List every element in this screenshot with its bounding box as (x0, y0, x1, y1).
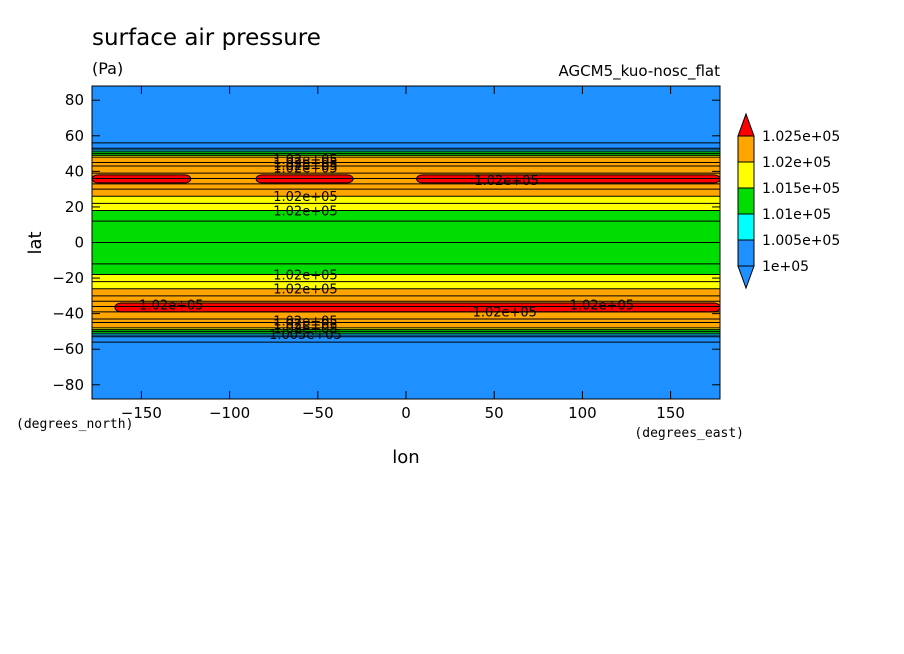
pressure-band (92, 329, 720, 332)
contour-label: 1.02e+05 (273, 153, 337, 168)
chart-title: surface air pressure (92, 25, 321, 51)
pressure-band (92, 295, 720, 302)
y-axis-label: lat (25, 231, 46, 254)
contour-label: 1.02e+05 (273, 268, 337, 283)
legend-swatch (737, 239, 755, 267)
contour-label: 1.02e+05 (273, 156, 337, 171)
contour-label: 1.005e+05 (269, 328, 342, 343)
x-tick-label: −100 (209, 404, 250, 422)
pressure-band (92, 336, 720, 343)
pressure-band (92, 183, 720, 190)
y-tick-label: −40 (52, 305, 84, 323)
legend-swatch (737, 135, 755, 163)
x-axis-label: lon (392, 447, 419, 468)
pressure-band (92, 148, 720, 151)
legend-label: 1.015e+05 (762, 181, 840, 197)
pressure-band (92, 150, 720, 152)
pressure-band (92, 155, 720, 158)
pressure-band (92, 178, 720, 184)
contour-label: 1.02e+05 (570, 299, 634, 314)
legend-label: 1.01e+05 (762, 207, 831, 223)
legend-swatch (737, 213, 755, 241)
plot-area: 1.02e+051.02e+051.02e+051.02e+051.02e+05… (91, 85, 721, 400)
x-tick-label: 50 (485, 404, 504, 422)
pressure-band (92, 153, 720, 156)
pressure-band (92, 331, 720, 334)
pressure-band (92, 157, 720, 163)
contour-label: 1.02e+05 (474, 174, 538, 189)
color-legend: 1.025e+05 1.02e+05 1.015e+05 1.01e+05 1.005e… (737, 112, 840, 290)
pressure-band (92, 334, 720, 337)
y-tick-label: 80 (65, 91, 84, 109)
y-tick-label: 20 (65, 198, 84, 216)
pressure-band (92, 342, 720, 399)
contour-label: 1.02e+05 (273, 162, 337, 177)
x-tick-label: 0 (401, 404, 411, 422)
pressure-band (92, 327, 720, 330)
contour-label: 1.02e+05 (273, 190, 337, 205)
y-axis: −80 −60 −40 −20 0 20 40 60 80 (52, 91, 720, 394)
pressure-band (92, 203, 720, 211)
pressure-band (92, 263, 720, 275)
contour-label: 1.02e+05 (273, 322, 337, 337)
contour-label: 1.02e+05 (273, 318, 337, 333)
pressure-band (92, 162, 720, 167)
x-tick-label: −50 (302, 404, 334, 422)
x-axis-units: (degrees_east) (634, 426, 744, 441)
pressure-band (92, 86, 720, 143)
chart-units: (Pa) (92, 59, 123, 78)
y-tick-label: −60 (52, 340, 84, 358)
contour-label: 1.02e+05 (273, 159, 337, 174)
pressure-band (92, 242, 720, 264)
pressure-band (92, 142, 720, 149)
pressure-band (92, 166, 720, 174)
legend-swatch (737, 187, 755, 215)
pressure-band (92, 281, 720, 289)
legend-arrow-top (737, 112, 755, 137)
pressure-band (92, 322, 720, 328)
y-tick-label: −80 (52, 376, 84, 394)
legend-arrow-bottom (737, 265, 755, 290)
x-tick-label: 150 (656, 404, 685, 422)
legend-swatch (737, 161, 755, 189)
contour-label: 1.02e+05 (473, 306, 537, 321)
pressure-band (92, 318, 720, 323)
pressure-band (92, 189, 720, 197)
contour-label: 1.02e+05 (273, 315, 337, 330)
x-tick-label: −150 (121, 404, 162, 422)
contour-label: 1.02e+05 (139, 299, 203, 314)
pressure-band (92, 274, 720, 282)
y-tick-label: −20 (52, 269, 84, 287)
legend-label: 1.02e+05 (762, 155, 831, 171)
x-axis: −150 −100 −50 0 50 100 150 (121, 86, 685, 422)
y-tick-label: 0 (74, 234, 84, 252)
pressure-band (92, 221, 720, 243)
pressure-band (92, 311, 720, 319)
pressure-band (92, 196, 720, 204)
pressure-band (92, 288, 720, 296)
legend-label: 1.025e+05 (762, 129, 840, 145)
y-axis-units: (degrees_north) (16, 417, 133, 432)
legend-label: 1e+05 (762, 259, 809, 275)
x-tick-label: 100 (568, 404, 597, 422)
contour-label: 1.02e+05 (273, 204, 337, 219)
pressure-band (92, 210, 720, 222)
contour-label: 1.02e+05 (273, 283, 337, 298)
model-label: AGCM5_kuo-nosc_flat (559, 62, 721, 81)
legend-label: 1.005e+05 (762, 233, 840, 249)
y-tick-label: 40 (65, 162, 84, 180)
pressure-band (92, 173, 720, 179)
pressure-band (92, 333, 720, 335)
pressure-band (92, 151, 720, 154)
y-tick-label: 60 (65, 127, 84, 145)
